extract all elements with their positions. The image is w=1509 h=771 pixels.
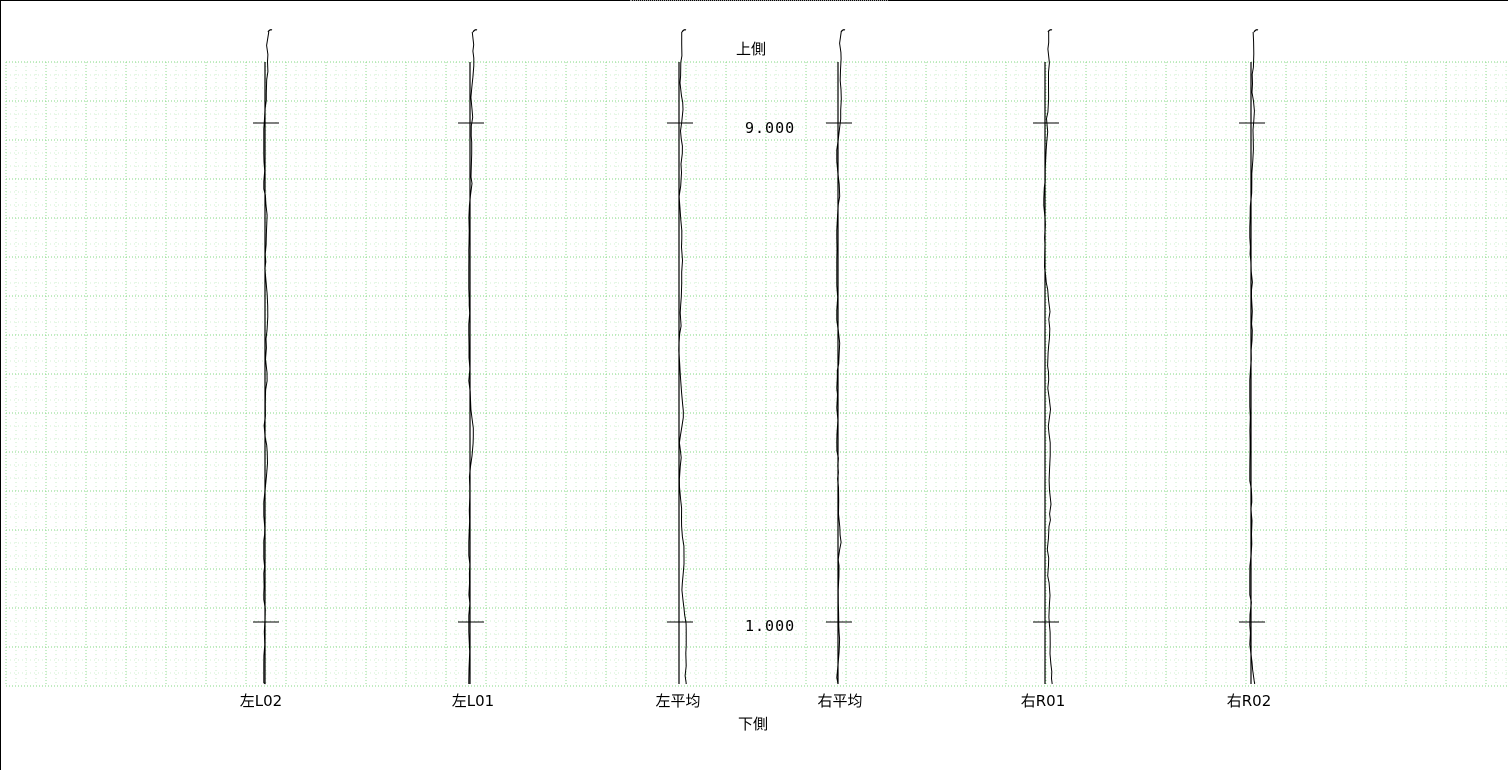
top-tab-marker <box>630 0 888 2</box>
rail-top-hook-l02 <box>267 29 273 33</box>
rail-top-hook-r01 <box>1047 29 1053 33</box>
rail-label-r01: 右R01 <box>1020 692 1066 710</box>
rail-label-l02: 左L02 <box>239 692 283 710</box>
rail-profile-r02 <box>1249 31 1256 685</box>
rail-top-hook-l01 <box>472 29 478 33</box>
bottom-side-label: 下側 <box>738 715 769 733</box>
tick-label-lower: 1.000 <box>745 617 796 635</box>
rail-profile-ravg <box>836 31 842 685</box>
rails <box>253 29 1265 685</box>
rail-top-hook-lavg <box>681 29 687 33</box>
rail-label-left-avg: 左平均 <box>655 692 701 710</box>
rail-label-right-avg: 右平均 <box>817 692 863 710</box>
grid <box>5 61 1508 687</box>
rail-profile-r01 <box>1043 31 1053 685</box>
rail-profile-l01 <box>468 31 475 684</box>
rail-top-hook-r02 <box>1253 29 1259 33</box>
rail-label-l01: 左L01 <box>451 692 495 710</box>
rail-label-r02: 右R02 <box>1226 692 1272 710</box>
rail-top-hook-ravg <box>840 29 846 33</box>
rail-profile-l02 <box>263 31 270 685</box>
rail-profile-lavg <box>678 31 687 684</box>
tick-label-upper: 9.000 <box>745 119 796 137</box>
top-side-label: 上側 <box>736 40 767 58</box>
